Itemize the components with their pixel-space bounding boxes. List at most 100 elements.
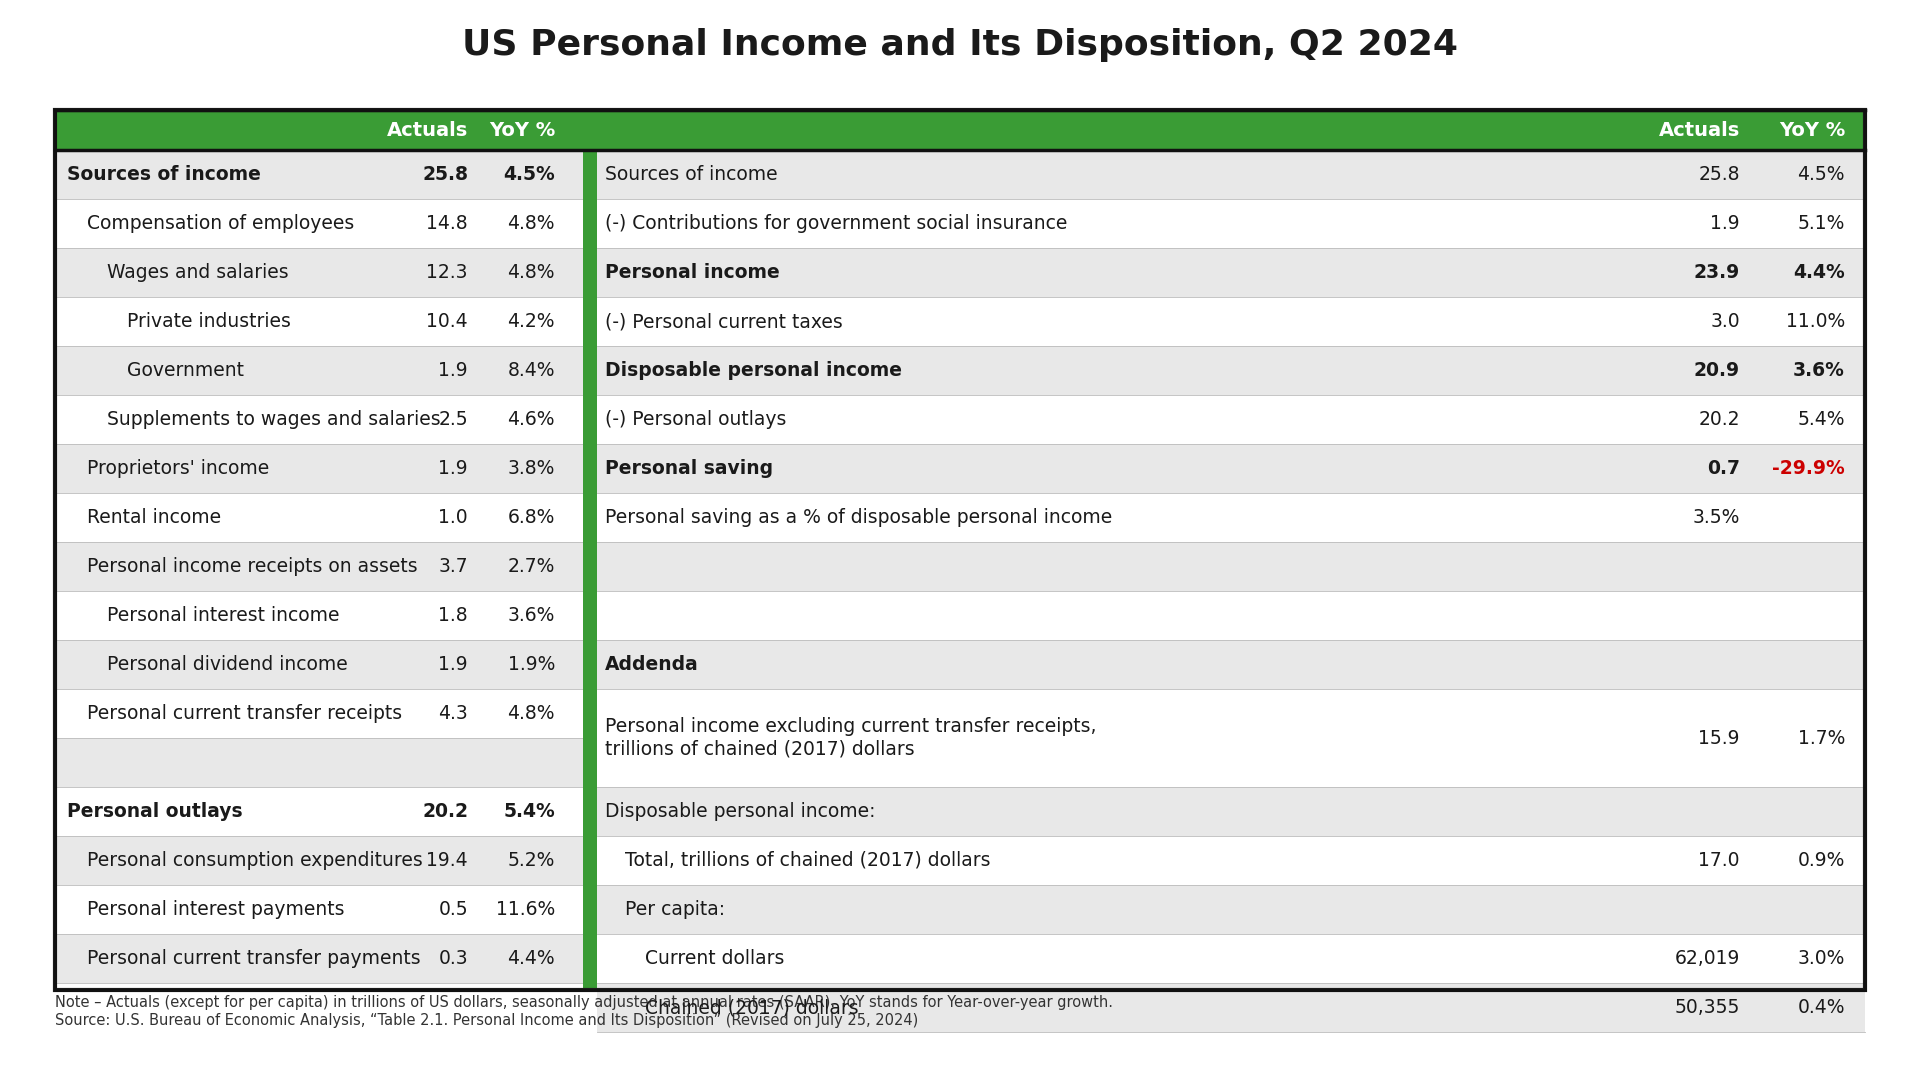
Bar	[597, 110, 1864, 150]
Text: 1.8: 1.8	[438, 606, 468, 625]
Text: 8.4%: 8.4%	[507, 361, 555, 380]
Bar	[597, 150, 1864, 199]
Bar	[597, 591, 1864, 640]
Text: 0.7: 0.7	[1707, 459, 1740, 478]
Text: 20.2: 20.2	[422, 802, 468, 821]
Text: 0.4%: 0.4%	[1797, 998, 1845, 1017]
Text: 4.2%: 4.2%	[507, 312, 555, 330]
Bar	[597, 395, 1864, 444]
Text: Sources of income: Sources of income	[605, 165, 778, 184]
Text: Supplements to wages and salaries: Supplements to wages and salaries	[108, 410, 440, 429]
Text: Personal consumption expenditures: Personal consumption expenditures	[86, 851, 422, 870]
Bar	[597, 885, 1864, 934]
Bar	[56, 297, 584, 346]
Text: Personal income: Personal income	[605, 264, 780, 282]
Text: 3.0%: 3.0%	[1797, 949, 1845, 968]
Text: 1.0: 1.0	[438, 508, 468, 527]
Text: 2.7%: 2.7%	[507, 557, 555, 576]
Bar	[597, 492, 1864, 542]
Text: Total, trillions of chained (2017) dollars: Total, trillions of chained (2017) dolla…	[626, 851, 991, 870]
Bar	[597, 983, 1864, 1032]
Text: 20.9: 20.9	[1693, 361, 1740, 380]
Text: (-) Personal outlays: (-) Personal outlays	[605, 410, 787, 429]
Text: 2.5: 2.5	[438, 410, 468, 429]
Text: Compensation of employees: Compensation of employees	[86, 214, 355, 233]
Text: 4.4%: 4.4%	[1793, 264, 1845, 282]
Bar	[56, 199, 584, 248]
Bar	[597, 787, 1864, 836]
Text: 4.5%: 4.5%	[1797, 165, 1845, 184]
Text: 5.4%: 5.4%	[503, 802, 555, 821]
Text: Wages and salaries: Wages and salaries	[108, 264, 288, 282]
Text: Note – Actuals (except for per capita) in trillions of US dollars, seasonally ad: Note – Actuals (except for per capita) i…	[56, 995, 1114, 1010]
Text: Current dollars: Current dollars	[645, 949, 785, 968]
Bar	[56, 738, 584, 787]
Bar	[56, 885, 584, 934]
Text: 3.5%: 3.5%	[1693, 508, 1740, 527]
Bar	[56, 689, 584, 738]
Text: 3.7: 3.7	[438, 557, 468, 576]
Text: Personal income receipts on assets: Personal income receipts on assets	[86, 557, 419, 576]
Bar	[56, 591, 584, 640]
Text: 1.9: 1.9	[438, 459, 468, 478]
Text: 5.2%: 5.2%	[507, 851, 555, 870]
Text: -29.9%: -29.9%	[1772, 459, 1845, 478]
Bar	[56, 542, 584, 591]
Text: 3.6%: 3.6%	[1793, 361, 1845, 380]
Text: 4.6%: 4.6%	[507, 410, 555, 429]
Text: 17.0: 17.0	[1699, 851, 1740, 870]
Text: (-) Contributions for government social insurance: (-) Contributions for government social …	[605, 214, 1068, 233]
Text: 12.3: 12.3	[426, 264, 468, 282]
Bar	[584, 110, 597, 990]
Text: Disposable personal income:: Disposable personal income:	[605, 802, 876, 821]
Bar	[597, 248, 1864, 297]
Text: 0.5: 0.5	[438, 900, 468, 919]
Text: 1.9%: 1.9%	[507, 654, 555, 674]
Text: 4.8%: 4.8%	[507, 264, 555, 282]
Text: Personal interest payments: Personal interest payments	[86, 900, 344, 919]
Text: 20.2: 20.2	[1699, 410, 1740, 429]
Text: 25.8: 25.8	[1699, 165, 1740, 184]
Bar	[56, 346, 584, 395]
Text: 4.8%: 4.8%	[507, 704, 555, 723]
Bar	[56, 444, 584, 492]
Text: 1.9: 1.9	[438, 654, 468, 674]
Text: 25.8: 25.8	[422, 165, 468, 184]
Text: Chained (2017) dollars: Chained (2017) dollars	[645, 998, 858, 1017]
Text: 3.6%: 3.6%	[507, 606, 555, 625]
Text: 50,355: 50,355	[1674, 998, 1740, 1017]
Bar	[597, 346, 1864, 395]
Bar	[597, 689, 1864, 787]
Bar	[56, 150, 584, 199]
Text: 4.4%: 4.4%	[507, 949, 555, 968]
Text: 1.7%: 1.7%	[1797, 729, 1845, 747]
Bar	[56, 110, 1864, 990]
Text: 1.9: 1.9	[1711, 214, 1740, 233]
Text: 0.3: 0.3	[438, 949, 468, 968]
Bar	[56, 110, 584, 150]
Bar	[597, 542, 1864, 591]
Text: 3.8%: 3.8%	[507, 459, 555, 478]
Bar	[597, 297, 1864, 346]
Text: 1.9: 1.9	[438, 361, 468, 380]
Text: (-) Personal current taxes: (-) Personal current taxes	[605, 312, 843, 330]
Text: Actuals: Actuals	[386, 121, 468, 139]
Text: Addenda: Addenda	[605, 654, 699, 674]
Text: Personal saving: Personal saving	[605, 459, 774, 478]
Text: 19.4: 19.4	[426, 851, 468, 870]
Text: 4.5%: 4.5%	[503, 165, 555, 184]
Bar	[56, 836, 584, 885]
Text: Personal saving as a % of disposable personal income: Personal saving as a % of disposable per…	[605, 508, 1112, 527]
Text: Actuals: Actuals	[1659, 121, 1740, 139]
Text: 62,019: 62,019	[1674, 949, 1740, 968]
Text: 4.8%: 4.8%	[507, 214, 555, 233]
Bar	[597, 199, 1864, 248]
Text: 4.3: 4.3	[438, 704, 468, 723]
Text: Rental income: Rental income	[86, 508, 221, 527]
Text: YoY %: YoY %	[1778, 121, 1845, 139]
Text: 10.4: 10.4	[426, 312, 468, 330]
Text: Government: Government	[127, 361, 244, 380]
Text: Personal income excluding current transfer receipts,
trillions of chained (2017): Personal income excluding current transf…	[605, 717, 1096, 758]
Text: 3.0: 3.0	[1711, 312, 1740, 330]
Text: YoY %: YoY %	[490, 121, 555, 139]
